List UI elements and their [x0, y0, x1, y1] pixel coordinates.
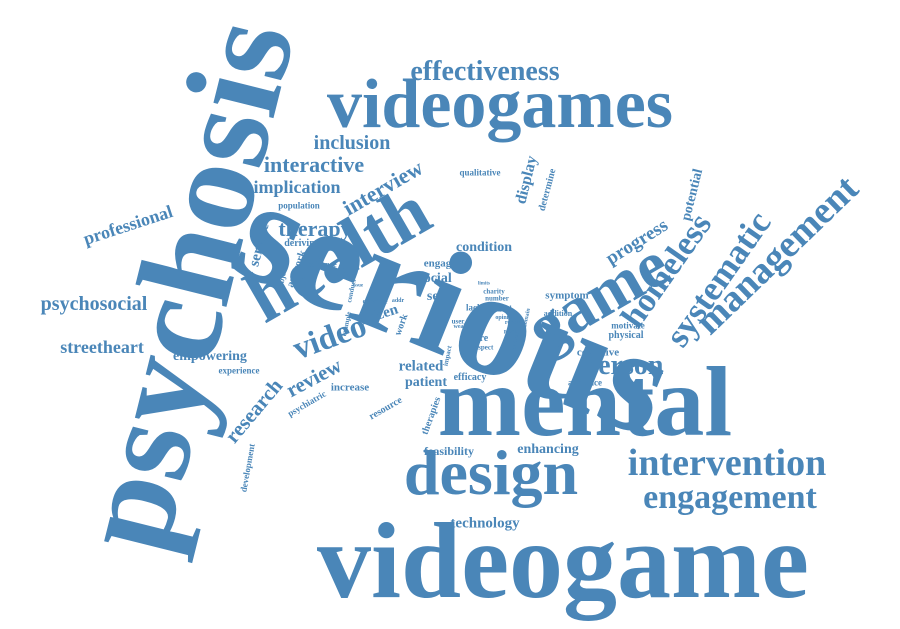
- word-determine: determine: [536, 167, 559, 213]
- word-potential: potential: [678, 167, 707, 223]
- word-number: number: [485, 294, 509, 303]
- word-videogame: videogame: [317, 502, 809, 621]
- word-condition: condition: [455, 240, 513, 255]
- word-evidence: evidence: [307, 260, 337, 269]
- word-technology: technology: [450, 515, 520, 532]
- word-opinion: opinion: [495, 315, 515, 321]
- word-addition: addition: [543, 309, 573, 318]
- word-motivate: motivate: [611, 320, 645, 331]
- word-paper: paper: [503, 329, 517, 335]
- word-therapy: therapy: [278, 216, 352, 241]
- word-streetheart: streetheart: [60, 337, 144, 357]
- word-self: self: [426, 289, 448, 304]
- word-addr: addr: [391, 298, 405, 304]
- word-empowering: empowering: [173, 349, 247, 364]
- word-experience: experience: [218, 365, 260, 376]
- word-charity: charity: [483, 287, 505, 296]
- word-person: person: [582, 350, 664, 381]
- word-related: related: [398, 358, 444, 375]
- word-inclusion: inclusion: [313, 132, 391, 154]
- word-user: user: [451, 317, 465, 326]
- word-effective: effective: [362, 297, 388, 306]
- word-future: future: [461, 333, 489, 344]
- word-engage: engage: [423, 257, 457, 270]
- word-increase: increase: [330, 381, 370, 394]
- word-implication: implication: [253, 177, 341, 197]
- word-deriving: deriving: [284, 238, 320, 249]
- word-feasibility: feasibility: [424, 444, 474, 458]
- word-social: social: [418, 271, 452, 286]
- word-intervention: intervention: [627, 442, 827, 484]
- word-development: development: [238, 442, 257, 493]
- word-resource: resource: [367, 394, 405, 423]
- word-mental: mental: [437, 346, 733, 457]
- word-efficacy: efficacy: [453, 372, 487, 383]
- word-digital: digital: [492, 304, 512, 313]
- word-display: display: [512, 154, 541, 206]
- word-cognitive: cognitive: [576, 346, 620, 359]
- word-interactive: interactive: [263, 152, 365, 177]
- word-lack: lack: [465, 302, 483, 313]
- word-population: population: [278, 200, 320, 211]
- word-enhancing: enhancing: [517, 442, 579, 457]
- word-audience: audience: [567, 377, 603, 388]
- word-report: report: [504, 320, 522, 326]
- word-physical: physical: [608, 330, 644, 341]
- word-limits: limits: [478, 281, 490, 287]
- word-qualitative: qualitative: [459, 167, 501, 178]
- word-aspect: aspect: [474, 343, 494, 352]
- word-design: design: [403, 437, 579, 508]
- word-wealth: wealth: [453, 324, 471, 330]
- word-engagement: engagement: [643, 479, 817, 516]
- word-psychosocial: psychosocial: [40, 293, 148, 315]
- word-symptom: symptom: [545, 289, 589, 302]
- word-patient: patient: [405, 375, 447, 390]
- word-effectiveness: effectiveness: [410, 56, 560, 87]
- word-issue: issue: [352, 283, 364, 289]
- word-videogames: videogames: [326, 66, 674, 143]
